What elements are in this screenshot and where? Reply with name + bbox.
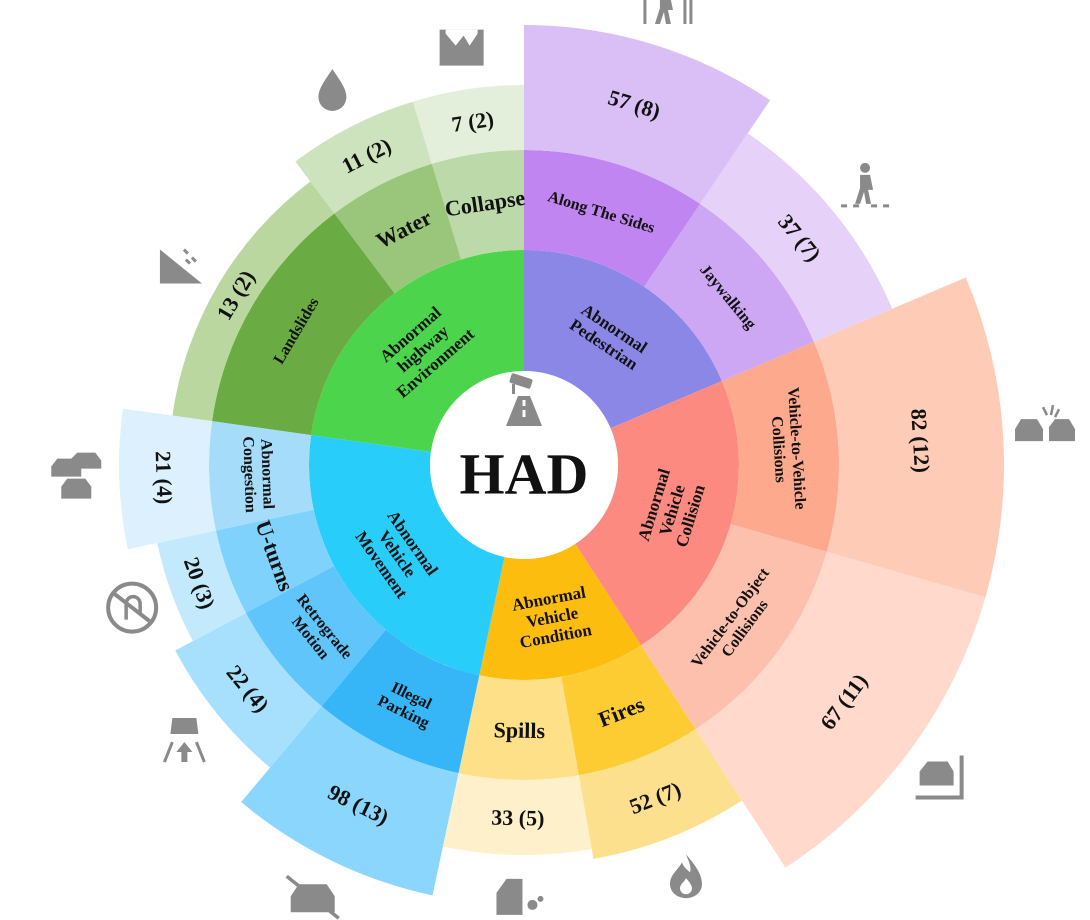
count-segment-water — [295, 101, 432, 214]
category-segment-environment — [311, 250, 524, 452]
center-hub: HAD — [430, 371, 618, 559]
subcategory-segment-collapse — [431, 150, 524, 260]
subcategory-segment-u-turns — [215, 509, 335, 613]
subcategory-label-spills-line: Spills — [493, 717, 545, 743]
count-segment-v2o — [695, 551, 986, 868]
category-segment-pedestrian — [524, 250, 722, 429]
subcategory-segment-along-the-sides — [524, 150, 701, 287]
center-title: HAD — [460, 441, 589, 506]
count-label-spills-line: 33 (5) — [491, 805, 545, 831]
car-hits-wall-icon — [915, 755, 964, 800]
count-label-collapse: 7 (2) — [450, 106, 495, 137]
subcategory-label-congestion-line: Congestion — [239, 436, 259, 513]
category-segment-movement — [308, 435, 505, 676]
count-segment-congestion — [118, 408, 216, 550]
subcategory-segment-fires — [561, 645, 696, 776]
count-segment-fires — [578, 729, 742, 859]
subcategory-label-v2v-line: Collisions — [768, 416, 789, 484]
subcategory-segment-v2o — [641, 524, 827, 730]
count-label-spills: 33 (5) — [491, 805, 545, 831]
count-segment-jaywalking — [700, 133, 893, 342]
road-collapse-icon — [439, 29, 484, 66]
car-spill-icon — [496, 878, 544, 915]
subcategory-segment-water — [334, 163, 462, 294]
subcategory-segment-jaywalking — [644, 203, 814, 381]
subcategory-segment-retrograde — [245, 565, 386, 707]
subcategory-segment-illegal-parking — [321, 629, 480, 774]
category-label-collision: AbnormalVehicleCollision — [634, 466, 710, 554]
category-segment-condition — [479, 543, 642, 681]
subcategory-segment-v2v — [721, 341, 839, 552]
subcategory-label-congestion: AbnormalCongestion — [239, 435, 277, 513]
subcategory-segment-congestion — [208, 421, 314, 531]
pedestrian-on-road-icon — [643, 0, 693, 25]
category-segment-collision — [575, 380, 739, 646]
count-segment-collapse — [412, 85, 524, 164]
no-u-turn-icon — [106, 581, 159, 634]
car-crash-icon — [1015, 404, 1076, 442]
sunburst-segments — [118, 25, 1005, 896]
jaywalking-icon — [841, 162, 890, 208]
count-segment-v2v — [813, 277, 1005, 598]
count-label-collapse-line: 7 (2) — [450, 106, 495, 137]
count-segment-retrograde — [175, 612, 322, 768]
center-circle — [430, 371, 618, 559]
subcategory-label-spills: Spills — [493, 717, 545, 743]
fire-icon — [669, 854, 702, 899]
subcategory-segment-spills — [458, 675, 579, 780]
count-segment-u-turns — [157, 530, 246, 642]
count-segment-landslides — [172, 181, 335, 422]
subcategory-segment-landslides — [212, 213, 395, 436]
count-label-congestion-line: 21 (4) — [151, 451, 178, 505]
water-drop-icon — [318, 68, 347, 111]
count-segment-along-the-sides — [524, 25, 771, 204]
traffic-jam-icon — [51, 452, 102, 499]
count-label-v2v: 82 (12) — [906, 408, 935, 474]
subcategory-label-congestion-line: Abnormal — [257, 439, 276, 510]
sunburst-icons — [51, 0, 1076, 920]
count-label-congestion: 21 (4) — [151, 451, 178, 505]
landslide-icon — [159, 248, 202, 284]
count-segment-spills — [442, 773, 592, 855]
surveillance-camera-road-icon — [506, 373, 542, 426]
count-label-v2v-line: 82 (12) — [906, 408, 935, 474]
wrong-way-icon — [162, 718, 206, 763]
count-segment-illegal-parking — [241, 706, 459, 896]
no-parking-icon — [285, 874, 340, 920]
